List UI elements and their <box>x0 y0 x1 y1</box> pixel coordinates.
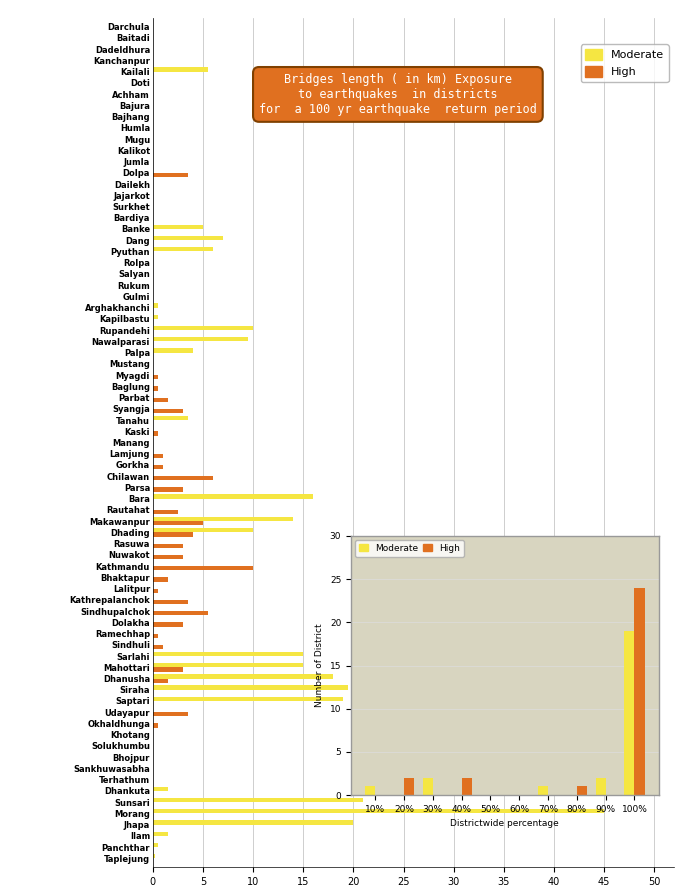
Bar <box>153 416 188 420</box>
Bar <box>153 663 303 667</box>
Text: Bridges length ( in km) Exposure
to earthquakes  in districts
for  a 100 yr eart: Bridges length ( in km) Exposure to eart… <box>259 73 537 116</box>
Bar <box>153 510 178 514</box>
Bar <box>153 667 183 672</box>
Bar <box>153 488 183 492</box>
Bar <box>153 387 158 390</box>
Bar <box>153 528 253 533</box>
Bar <box>153 173 188 177</box>
Bar <box>153 622 183 627</box>
Bar <box>153 314 158 319</box>
Bar <box>153 854 155 858</box>
Bar <box>596 778 605 795</box>
Bar <box>153 686 348 689</box>
Bar <box>153 589 158 593</box>
Y-axis label: Number of District: Number of District <box>316 624 324 707</box>
Bar <box>153 566 253 571</box>
Bar <box>461 778 472 795</box>
Bar <box>153 555 183 559</box>
Bar <box>153 577 168 581</box>
Bar <box>153 247 213 251</box>
Bar <box>153 723 158 727</box>
Bar <box>153 674 334 679</box>
Bar <box>153 820 353 825</box>
Bar <box>153 600 188 604</box>
Bar <box>365 787 375 795</box>
Bar <box>423 778 433 795</box>
Bar <box>153 533 193 536</box>
X-axis label: Districtwide percentage: Districtwide percentage <box>450 820 559 828</box>
Bar <box>153 349 193 352</box>
Bar <box>153 225 203 229</box>
Legend: Moderate, High: Moderate, High <box>355 541 464 557</box>
Bar <box>635 588 644 795</box>
Bar <box>153 543 183 548</box>
Bar <box>153 454 163 458</box>
Bar <box>153 476 213 481</box>
Bar <box>153 611 208 615</box>
Bar <box>153 465 163 469</box>
Bar <box>153 375 158 380</box>
Bar <box>577 787 587 795</box>
Bar <box>153 798 363 802</box>
Bar <box>153 397 168 402</box>
Bar <box>404 778 414 795</box>
Bar <box>153 67 208 72</box>
Bar <box>153 517 293 521</box>
Bar <box>153 645 163 649</box>
Bar <box>153 337 248 342</box>
Bar <box>153 521 203 526</box>
Bar <box>153 409 183 413</box>
Bar <box>624 631 635 795</box>
Bar <box>153 843 158 847</box>
Bar <box>153 787 168 791</box>
Bar <box>153 832 168 835</box>
Bar <box>153 651 303 656</box>
Legend: Moderate, High: Moderate, High <box>581 44 669 81</box>
Bar <box>153 679 168 682</box>
Bar <box>153 431 158 435</box>
Bar <box>153 634 158 638</box>
Bar <box>153 304 158 308</box>
Bar <box>153 326 253 330</box>
Bar <box>538 787 548 795</box>
Bar <box>153 236 223 240</box>
Bar <box>153 696 343 701</box>
Bar <box>153 495 313 498</box>
Bar <box>153 809 604 813</box>
Bar <box>153 712 188 717</box>
